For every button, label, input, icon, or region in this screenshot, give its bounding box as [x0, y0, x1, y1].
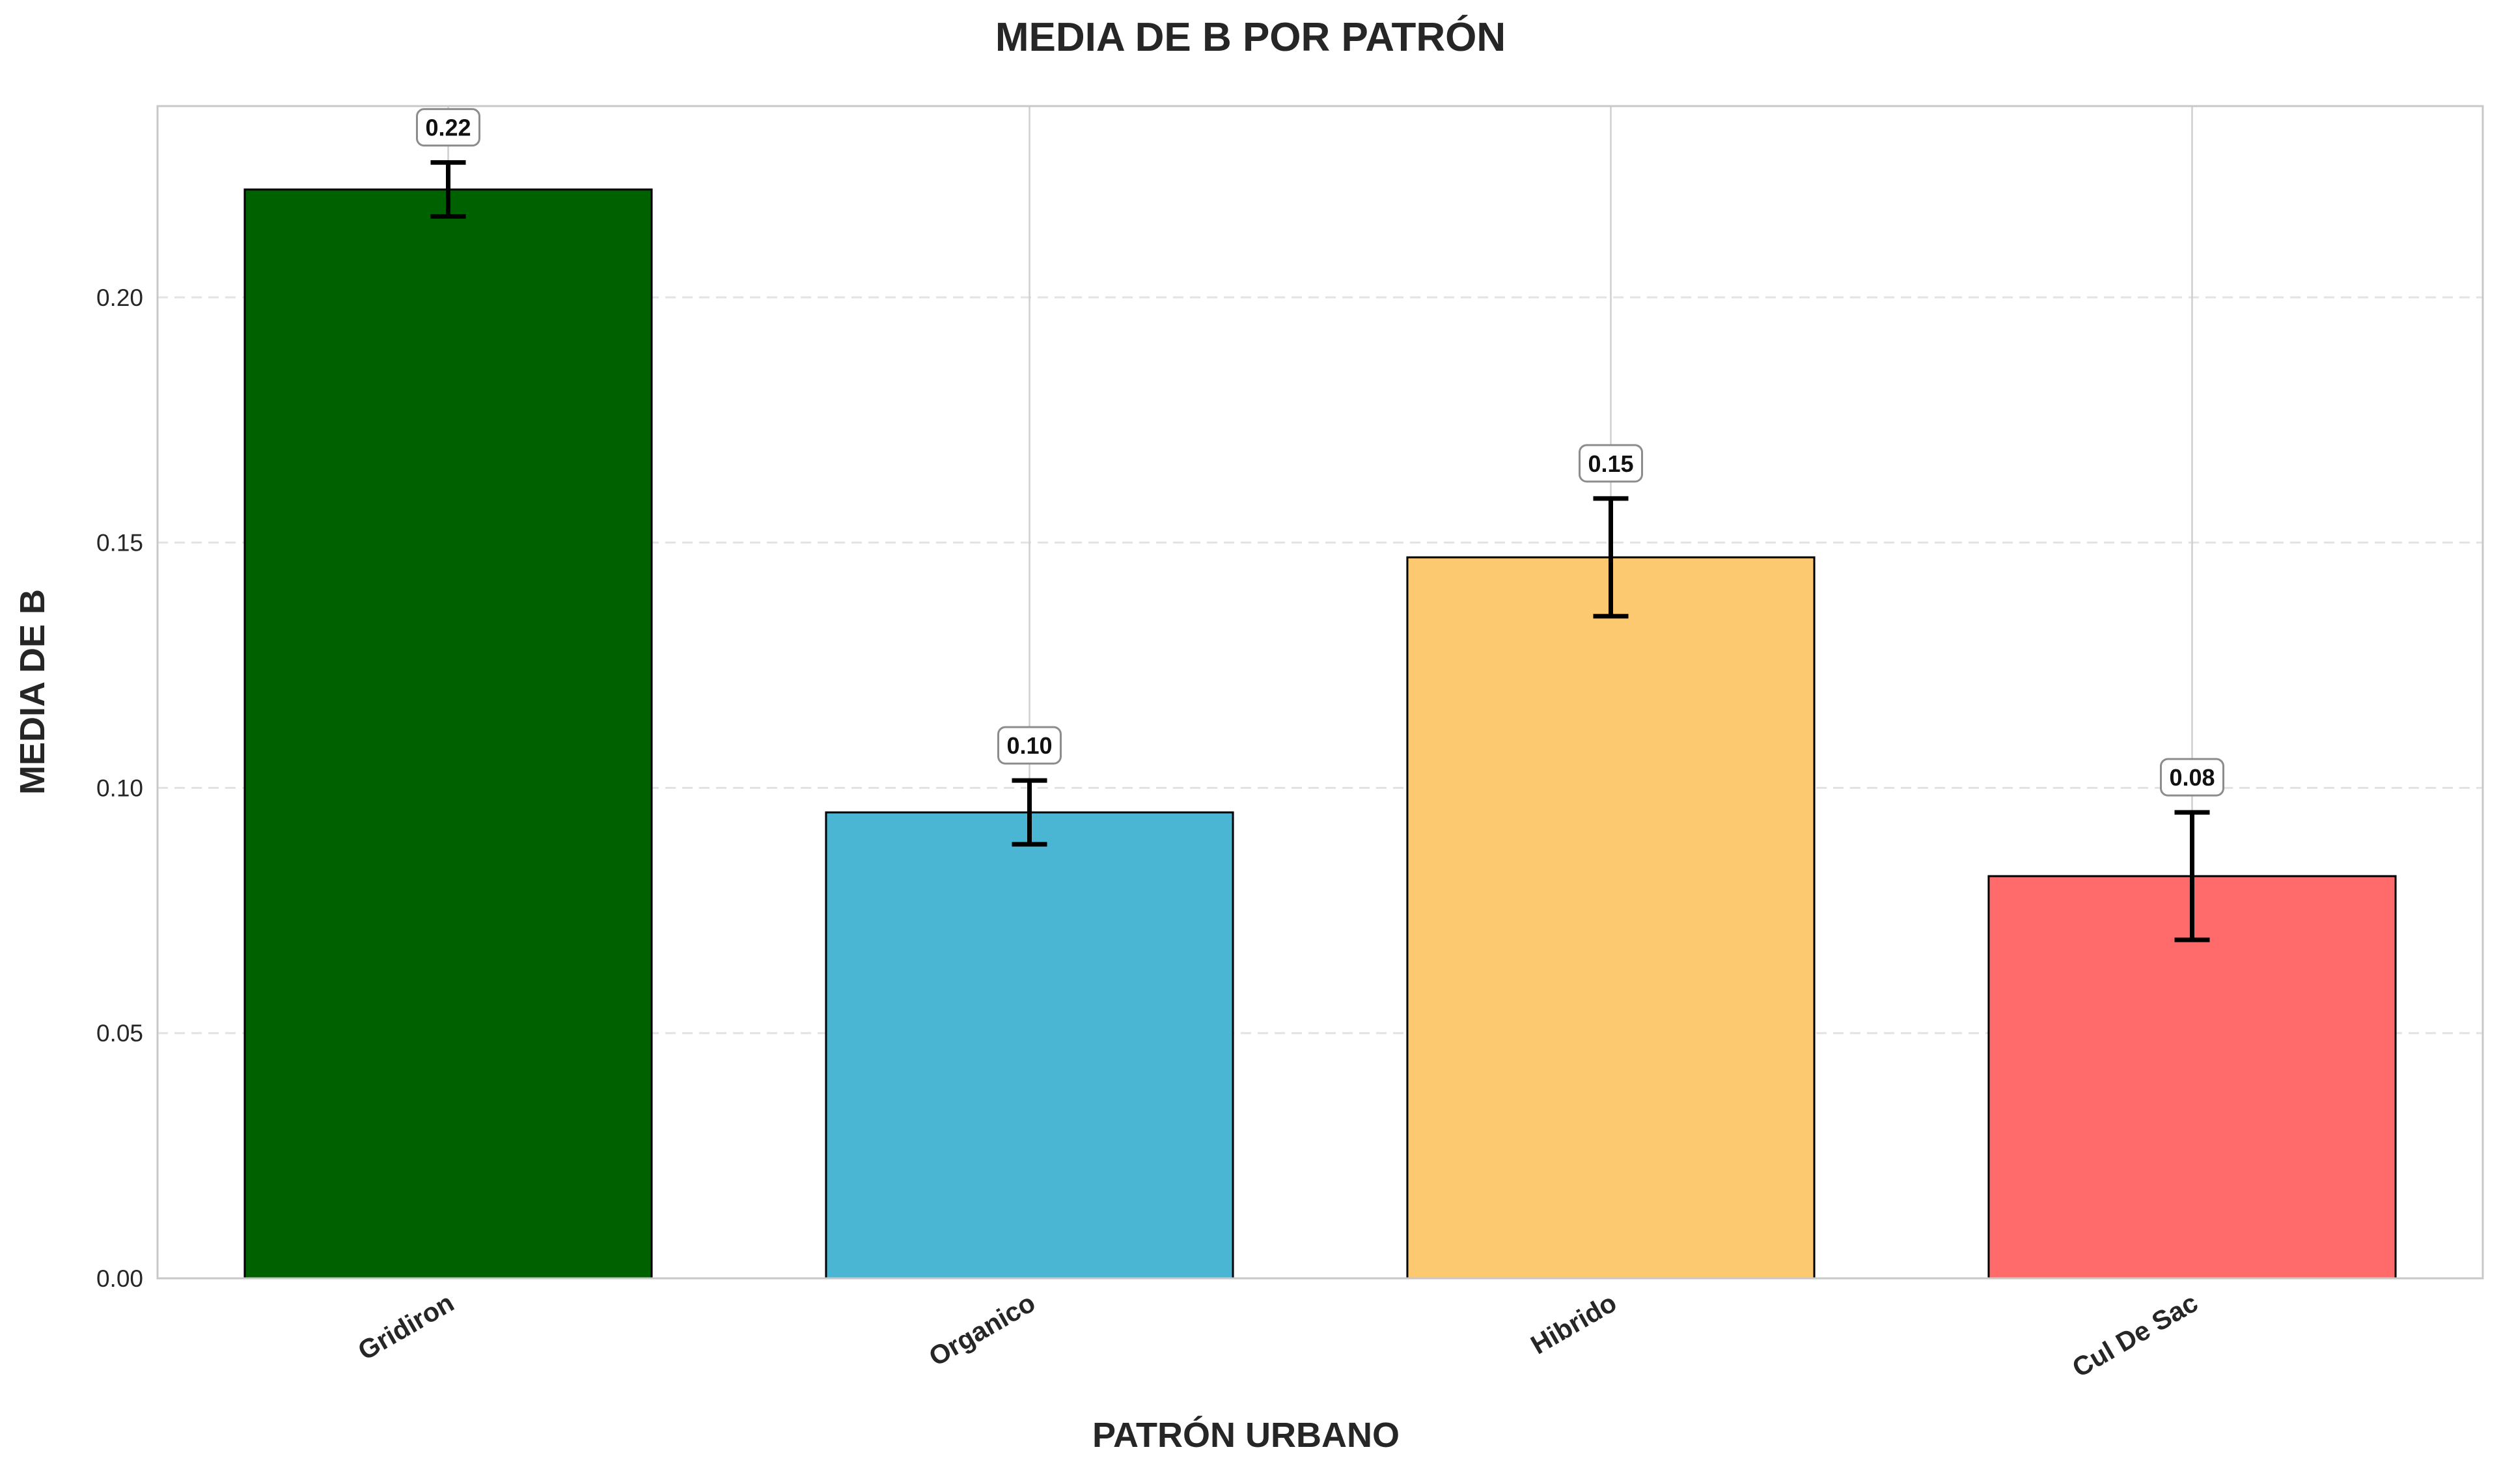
error-bar-2: [1593, 496, 1629, 619]
y-axis-label: MEDIA DE B: [13, 589, 52, 795]
chart-title: MEDIA DE B POR PATRÓN: [995, 15, 1506, 60]
data-labels: 0.22 0.10 0.15 0.08: [416, 108, 2224, 797]
data-label-box-1: [997, 726, 1062, 765]
error-bar-0: [430, 160, 466, 219]
error-bar-1: [1012, 778, 1047, 847]
data-label-text-1: 0.10: [1006, 732, 1052, 759]
bar-2: [1406, 556, 1816, 1280]
data-label-1: 0.10: [997, 726, 1062, 765]
bars: [243, 188, 2397, 1280]
y-tick-label-3: 0.15: [96, 530, 143, 556]
bar-3: [1987, 875, 2397, 1280]
error-bar-3: [2174, 810, 2210, 942]
data-label-box-2: [1579, 444, 1643, 483]
data-label-3: 0.08: [2160, 758, 2224, 797]
x-axis-label: PATRÓN URBANO: [1092, 1416, 1400, 1455]
y-tick-label-4: 0.20: [96, 284, 143, 311]
data-label-0: 0.22: [416, 108, 480, 147]
y-axis-ticks: 0.00 0.05 0.10 0.15 0.20: [96, 284, 143, 1292]
plot-frame: [156, 105, 2484, 1280]
y-tick-label-1: 0.05: [96, 1020, 143, 1047]
error-bars: [430, 160, 2210, 942]
bar-1: [825, 811, 1234, 1280]
bar-0: [243, 188, 653, 1280]
y-tick-label-0: 0.00: [96, 1265, 143, 1292]
data-label-2: 0.15: [1579, 444, 1643, 483]
data-label-box-3: [2160, 758, 2224, 797]
data-label-text-0: 0.22: [425, 115, 471, 141]
y-tick-label-2: 0.10: [96, 775, 143, 801]
data-label-box-0: [416, 108, 480, 147]
data-label-text-2: 0.15: [1588, 450, 1633, 477]
data-label-text-3: 0.08: [2169, 764, 2215, 791]
